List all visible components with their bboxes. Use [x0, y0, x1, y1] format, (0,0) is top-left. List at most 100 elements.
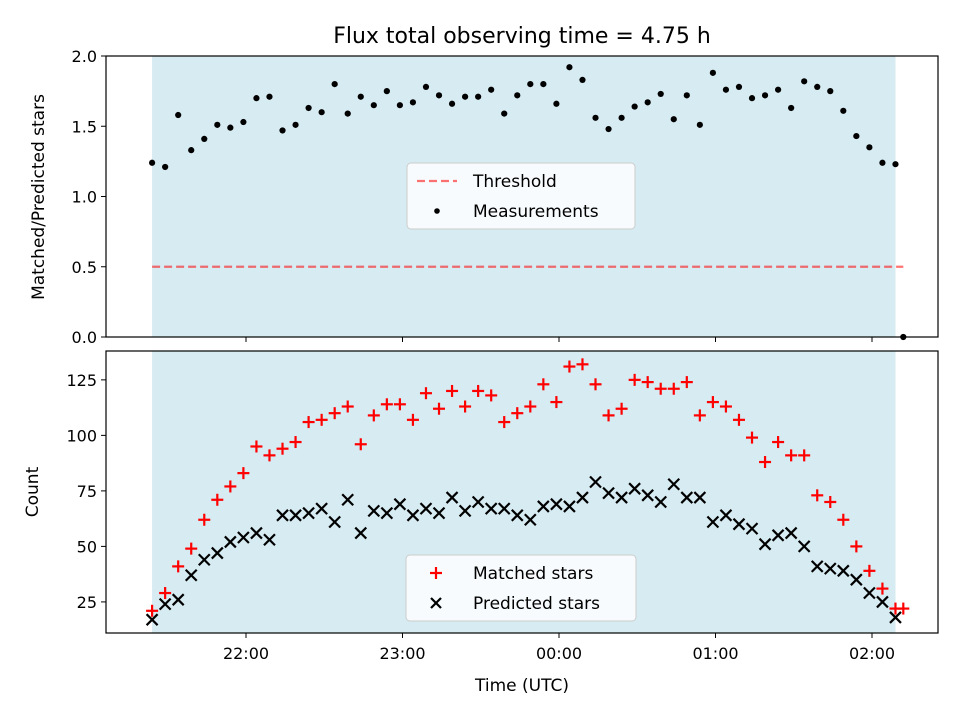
measurement-point — [422, 83, 430, 91]
predicted-star-marker — [510, 509, 524, 522]
predicted-star-marker — [458, 504, 472, 518]
matched-star-marker — [589, 378, 602, 391]
top-y-tick-label: 1.0 — [72, 188, 97, 207]
bottom-y-tick-label: 100 — [66, 426, 97, 445]
measurement-point — [840, 107, 847, 114]
predicted-star-marker — [328, 515, 341, 529]
predicted-star-marker — [367, 504, 381, 518]
predicted-star-marker — [732, 517, 746, 531]
measurement-point — [540, 81, 547, 88]
predicted-star-marker — [706, 515, 720, 529]
matched-star-marker — [654, 382, 667, 395]
predicted-star-marker — [810, 560, 824, 573]
top-x-axis-ticks — [245, 337, 873, 342]
predicted-star-marker — [341, 493, 355, 507]
measurement-point — [488, 86, 495, 93]
matched-star-marker — [172, 560, 185, 573]
measurement-point — [579, 76, 586, 83]
predicted-star-marker — [693, 491, 707, 504]
measurement-point — [266, 93, 273, 100]
matched-star-marker — [354, 438, 367, 451]
predicted-star-marker — [250, 526, 263, 540]
legend-predicted-swatch — [430, 597, 442, 609]
measurement-points — [149, 64, 907, 341]
matched-star-marker — [628, 373, 641, 386]
predicted-star-marker — [432, 506, 446, 520]
matched-star-marker — [563, 360, 576, 373]
predicted-star-marker — [771, 529, 785, 542]
measurement-point — [162, 163, 169, 171]
measurement-point — [879, 159, 886, 166]
measurement-point — [761, 92, 769, 99]
measurement-point — [566, 64, 573, 71]
matched-star-marker — [367, 409, 380, 422]
matched-star-marker — [706, 396, 719, 409]
predicted-star-marker — [471, 495, 485, 509]
measurement-point — [344, 110, 351, 117]
matched-star-marker — [446, 384, 459, 397]
legend-threshold-label: Threshold — [472, 172, 557, 192]
matched-star-marker — [641, 376, 654, 389]
measurement-point — [618, 114, 625, 121]
matched-star-marker — [224, 480, 237, 493]
predicted-star-marker — [784, 526, 798, 540]
predicted-star-marker — [680, 491, 694, 504]
bottom-y-axis-ticks: 25 50 75 100 125 — [66, 371, 106, 612]
x-tick-label: 02:00 — [849, 644, 895, 663]
measurement-point — [462, 93, 469, 100]
measurement-point — [748, 95, 756, 102]
bottom-y-tick-label: 25 — [77, 593, 97, 612]
measurement-point — [644, 99, 651, 106]
measurement-point — [605, 125, 612, 133]
measurement-point — [514, 92, 521, 99]
x-tick-label: 01:00 — [692, 644, 738, 663]
measurement-point — [188, 147, 195, 154]
measurement-point — [735, 83, 743, 91]
matched-star-marker — [472, 384, 485, 397]
matched-star-marker — [406, 413, 419, 426]
measurement-point — [501, 110, 508, 117]
matched-star-marker — [798, 449, 811, 462]
predicted-star-marker — [289, 509, 302, 522]
matched-star-marker — [667, 382, 680, 395]
chart-title: Flux total observing time = 4.75 h — [333, 24, 711, 49]
predicted-star-marker — [263, 533, 276, 547]
matched-star-marker — [719, 400, 732, 413]
top-y-tick-label: 0.5 — [72, 258, 97, 277]
matched-star-marker — [824, 495, 837, 508]
x-tick-label: 22:00 — [223, 644, 269, 663]
matched-star-marker — [302, 416, 315, 429]
matched-star-marker — [680, 376, 693, 389]
matched-star-marker — [693, 409, 706, 422]
bottom-y-axis-label: Count — [23, 466, 43, 517]
measurement-point — [175, 111, 182, 119]
measurement-point — [292, 121, 299, 128]
matched-star-marker — [433, 402, 446, 415]
top-y-axis-ticks: 0.0 0.5 1.0 1.5 2.0 — [72, 47, 106, 347]
measurement-point — [370, 102, 377, 109]
measurement-point — [866, 144, 873, 151]
matched-star-marker — [263, 449, 276, 462]
predicted-star-marker — [537, 500, 550, 513]
predicted-star-marker — [876, 595, 889, 609]
predicted-star-marker — [797, 540, 811, 553]
measurement-point — [696, 121, 703, 128]
measurement-point — [305, 104, 312, 112]
top-y-tick-label: 0.0 — [72, 328, 97, 347]
measurement-point — [722, 86, 730, 93]
matched-star-marker — [602, 409, 615, 422]
bottom-x-axis-ticks: 22:00 23:00 00:00 01:00 02:00 — [223, 633, 895, 663]
predicted-star-marker — [524, 513, 537, 527]
predicted-star-marker — [171, 593, 185, 606]
matched-star-marker — [863, 564, 876, 577]
predicted-star-marker — [419, 502, 433, 515]
matched-star-marker — [485, 389, 498, 402]
predicted-star-marker — [758, 537, 772, 551]
matched-star-marker — [897, 602, 910, 615]
matched-star-marker — [746, 431, 759, 444]
top-panel: 0.00.51.01.52.0 Matched/Predicted stars … — [29, 47, 939, 347]
measurement-point — [331, 81, 338, 88]
measurement-point — [853, 132, 860, 140]
predicted-star-marker — [145, 613, 159, 626]
